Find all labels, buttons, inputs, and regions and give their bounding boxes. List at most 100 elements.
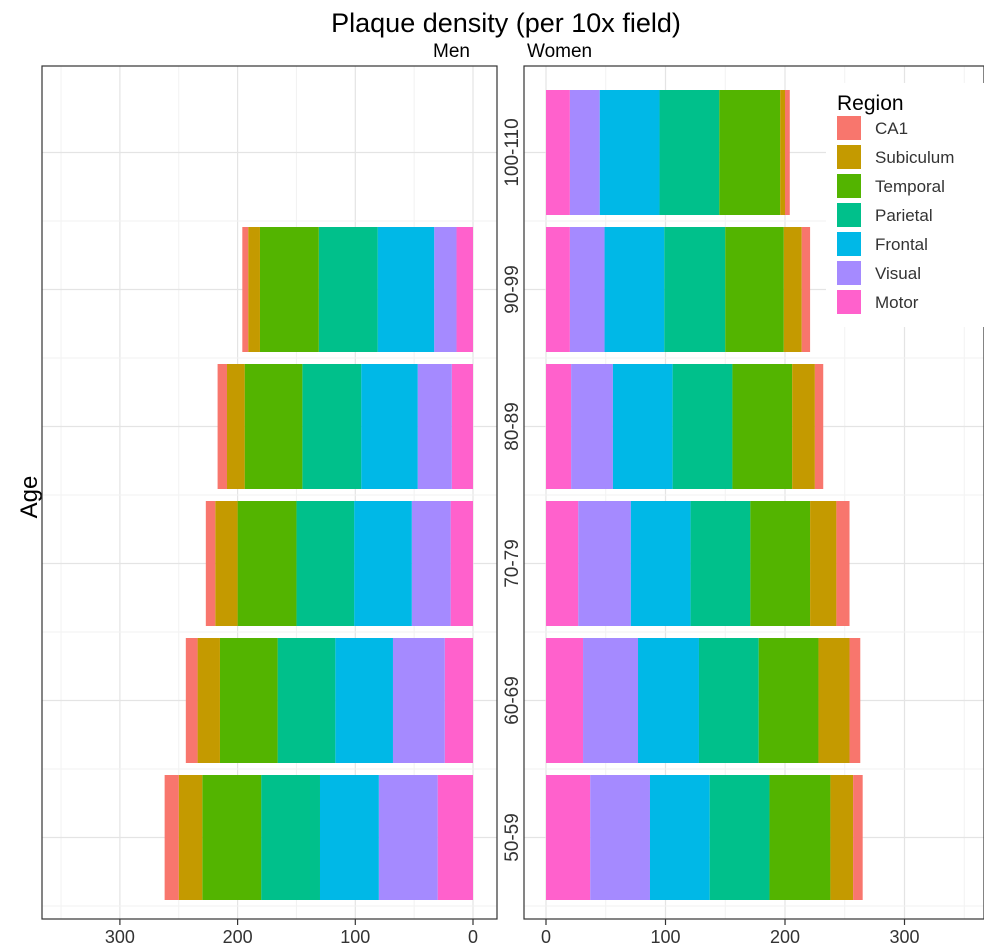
bars-men (164, 227, 473, 900)
bar-segment-ca1-women-80-89 (814, 364, 824, 489)
x-tick-label: 0 (468, 927, 478, 947)
bar-segment-temporal-men-60-69 (219, 638, 278, 763)
chart-title: Plaque density (per 10x field) (331, 8, 681, 38)
x-ticks-women: 0 100 200 300 (541, 919, 920, 947)
bar-segment-ca1-women-70-79 (836, 501, 850, 626)
x-tick-label: 100 (340, 927, 370, 947)
bar-segment-motor-women-70-79 (546, 501, 579, 626)
x-tick-label: 300 (105, 927, 135, 947)
age-label-100-110: 100-110 (502, 118, 523, 186)
bar-segment-frontal-women-100-110 (599, 90, 660, 215)
bar-segment-ca1-women-60-69 (849, 638, 861, 763)
bar-segment-motor-women-80-89 (546, 364, 572, 489)
bar-segment-ca1-men-80-89 (217, 364, 228, 489)
bar-segment-parietal-men-60-69 (277, 638, 336, 763)
bar-segment-temporal-women-90-99 (725, 227, 784, 352)
bar-segment-frontal-women-70-79 (630, 501, 691, 626)
age-label-70-79: 70-79 (502, 539, 523, 588)
x-tick-label: 300 (889, 927, 919, 947)
bar-segment-visual-men-80-89 (417, 364, 452, 489)
bar-segment-parietal-men-70-79 (296, 501, 355, 626)
bar-segment-subiculum-women-60-69 (818, 638, 850, 763)
bar-segment-visual-women-100-110 (569, 90, 600, 215)
bar-segment-frontal-men-60-69 (335, 638, 393, 763)
bar-segment-parietal-men-50-59 (261, 775, 320, 900)
bar-segment-parietal-women-90-99 (664, 227, 726, 352)
bar-segment-visual-women-60-69 (583, 638, 639, 763)
panel-men: 300 200 100 0 (41, 65, 498, 947)
bar-segment-parietal-women-100-110 (659, 90, 720, 215)
bar-segment-visual-men-70-79 (411, 501, 451, 626)
bar-segment-subiculum-men-50-59 (178, 775, 203, 900)
bar-segment-visual-men-90-99 (434, 227, 457, 352)
bar-segment-visual-women-80-89 (571, 364, 613, 489)
bar-segment-temporal-women-80-89 (732, 364, 793, 489)
bar-segment-visual-women-90-99 (569, 227, 605, 352)
legend-swatch-temporal (837, 174, 861, 198)
age-label-80-89: 80-89 (502, 402, 523, 451)
legend: Region CA1 Subiculum Temporal Parietal Front… (826, 83, 984, 327)
legend-swatch-visual (837, 261, 861, 285)
bar-segment-parietal-women-60-69 (698, 638, 759, 763)
panel-label-women: Women (527, 41, 592, 62)
legend-swatch-motor (837, 290, 861, 314)
bar-segment-parietal-women-70-79 (690, 501, 751, 626)
bar-segment-motor-men-90-99 (456, 227, 473, 352)
bar-segment-frontal-women-60-69 (638, 638, 699, 763)
bar-segment-subiculum-women-90-99 (783, 227, 802, 352)
legend-title: Region (837, 92, 904, 115)
bar-segment-motor-men-70-79 (450, 501, 473, 626)
legend-swatch-ca1 (837, 116, 861, 140)
x-tick-label: 100 (650, 927, 680, 947)
x-ticks-men: 300 200 100 0 (105, 919, 478, 947)
bar-segment-motor-women-50-59 (546, 775, 591, 900)
bar-segment-motor-women-90-99 (546, 227, 570, 352)
bar-segment-subiculum-men-80-89 (227, 364, 245, 489)
bar-segment-frontal-men-90-99 (377, 227, 435, 352)
bar-segment-frontal-men-50-59 (319, 775, 379, 900)
bar-segment-subiculum-women-80-89 (792, 364, 815, 489)
legend-label-ca1: CA1 (875, 119, 908, 138)
bar-segment-temporal-women-60-69 (758, 638, 819, 763)
legend-items: CA1 Subiculum Temporal Parietal Frontal Visua… (837, 116, 954, 314)
bar-segment-ca1-men-60-69 (185, 638, 198, 763)
bar-segment-temporal-men-50-59 (202, 775, 262, 900)
panel-label-men: Men (433, 41, 470, 62)
bar-segment-parietal-women-80-89 (672, 364, 733, 489)
bar-segment-parietal-men-80-89 (302, 364, 362, 489)
bar-segment-temporal-women-50-59 (769, 775, 831, 900)
bar-segment-temporal-women-100-110 (719, 90, 781, 215)
legend-label-parietal: Parietal (875, 206, 933, 225)
panel-border-women (523, 65, 984, 920)
bar-segment-ca1-men-90-99 (242, 227, 249, 352)
legend-label-frontal: Frontal (875, 235, 928, 254)
bar-segment-visual-women-50-59 (590, 775, 650, 900)
y-axis-title: Age (16, 476, 43, 519)
legend-label-visual: Visual (875, 264, 921, 283)
bar-segment-temporal-men-70-79 (237, 501, 297, 626)
bar-segment-frontal-women-50-59 (649, 775, 710, 900)
bar-segment-frontal-men-80-89 (361, 364, 418, 489)
bar-segment-subiculum-men-70-79 (215, 501, 238, 626)
x-tick-label: 200 (223, 927, 253, 947)
legend-label-subiculum: Subiculum (875, 148, 954, 167)
age-category-labels: 50-59 60-69 70-79 80-89 90-99 100-110 (502, 118, 523, 861)
bar-segment-subiculum-men-60-69 (197, 638, 220, 763)
bar-segment-ca1-women-90-99 (801, 227, 811, 352)
panel-women: 0 100 200 300 (523, 65, 984, 947)
legend-swatch-parietal (837, 203, 861, 227)
legend-label-motor: Motor (875, 293, 919, 312)
bar-segment-parietal-men-90-99 (318, 227, 378, 352)
age-label-60-69: 60-69 (502, 676, 523, 725)
bar-segment-ca1-men-70-79 (205, 501, 216, 626)
bar-segment-ca1-women-100-110 (785, 90, 790, 215)
bar-segment-ca1-men-50-59 (164, 775, 179, 900)
bar-segment-frontal-women-80-89 (612, 364, 673, 489)
bar-segment-subiculum-women-70-79 (810, 501, 837, 626)
bar-segment-frontal-men-70-79 (354, 501, 412, 626)
bar-segment-temporal-women-70-79 (750, 501, 811, 626)
x-tick-label: 0 (541, 927, 551, 947)
panel-border-men (41, 65, 498, 920)
bar-segment-subiculum-women-100-110 (780, 90, 785, 215)
